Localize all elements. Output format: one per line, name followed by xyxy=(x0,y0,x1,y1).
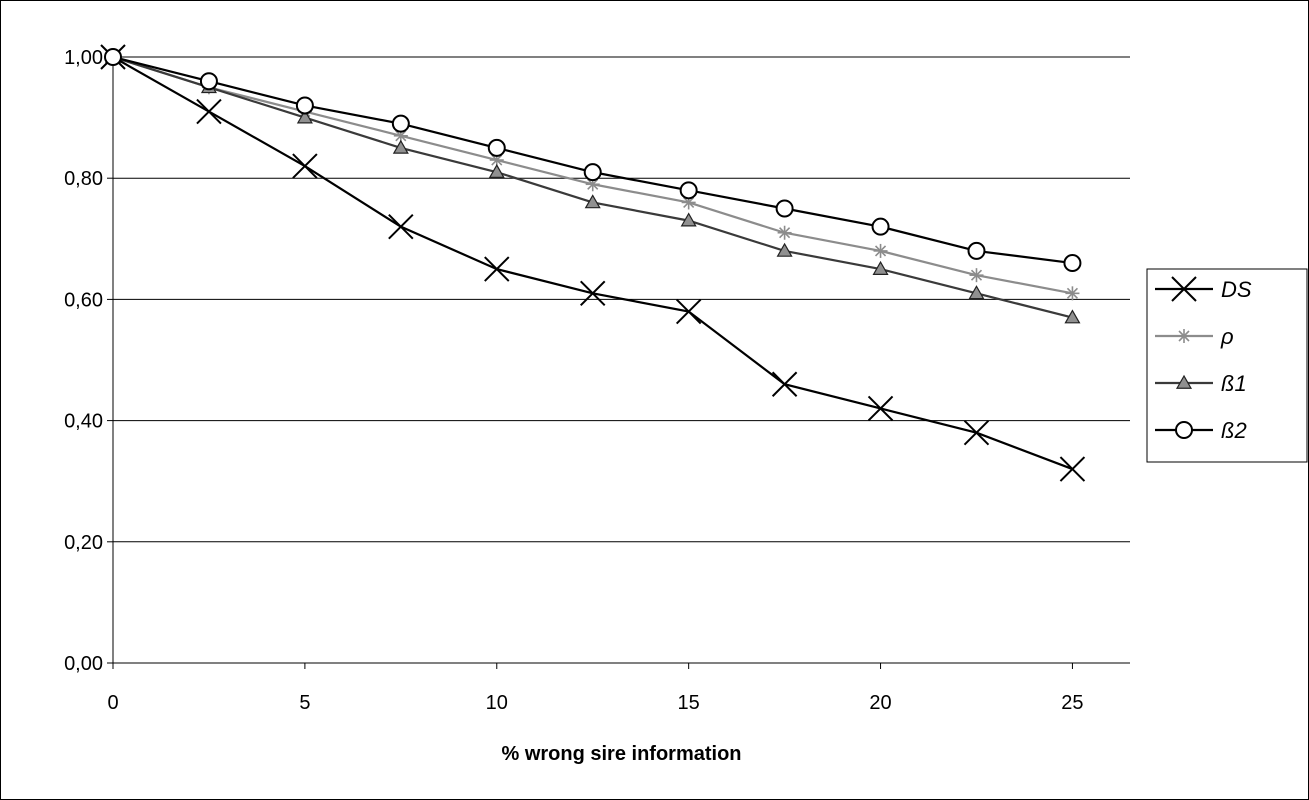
data-point xyxy=(1065,286,1080,301)
x-tick-label: 10 xyxy=(486,692,508,714)
gridlines xyxy=(113,56,1130,543)
data-point xyxy=(388,213,414,240)
data-point xyxy=(776,242,793,257)
legend-item: ρ xyxy=(1155,324,1234,349)
data-point xyxy=(584,194,601,209)
series-3 xyxy=(104,48,1082,273)
legend-label: ρ xyxy=(1220,324,1234,349)
data-point xyxy=(963,420,990,446)
data-point xyxy=(583,163,602,182)
legend: DS ρ ß1 ß2 xyxy=(1146,268,1308,463)
legend-item: DS xyxy=(1155,276,1252,302)
legend-marker xyxy=(1171,276,1197,302)
legend-marker xyxy=(1177,329,1191,343)
x-tick-label: 15 xyxy=(678,692,700,714)
data-point xyxy=(771,371,798,397)
data-point xyxy=(199,72,218,91)
y-tick-label: 0,80 xyxy=(64,168,103,190)
data-point xyxy=(391,114,410,133)
data-point xyxy=(675,298,702,325)
x-tick-label: 5 xyxy=(299,692,310,714)
data-point xyxy=(679,181,698,200)
data-point xyxy=(1059,456,1086,482)
data-point xyxy=(777,225,792,240)
data-point xyxy=(585,177,600,192)
legend-label: ß2 xyxy=(1221,418,1247,443)
x-axis-title: % wrong sire information xyxy=(501,743,741,765)
data-point xyxy=(867,395,894,422)
data-point xyxy=(488,163,505,178)
legend-marker xyxy=(1175,421,1193,439)
data-point xyxy=(487,138,506,157)
series-line xyxy=(112,55,1073,265)
data-point xyxy=(775,199,794,218)
x-tick-label: 20 xyxy=(869,692,891,714)
data-point xyxy=(580,280,606,307)
data-point xyxy=(104,48,122,66)
data-point xyxy=(392,139,409,154)
y-tick-label: 1,00 xyxy=(64,47,103,69)
data-point xyxy=(872,260,889,275)
legend-label: DS xyxy=(1221,277,1252,302)
axes xyxy=(112,57,1130,664)
y-tick-label: 0,20 xyxy=(64,532,103,554)
data-point xyxy=(292,153,318,179)
legend-item: ß2 xyxy=(1155,418,1247,443)
x-tick-label: 25 xyxy=(1061,692,1083,714)
legend-item: ß1 xyxy=(1155,371,1247,396)
data-point xyxy=(967,241,986,260)
series-layer xyxy=(100,44,1086,482)
y-axis-ticks: 0,00 0,20 0,40 0,60 0,80 1,00 xyxy=(64,47,113,675)
data-point xyxy=(484,256,510,282)
data-point xyxy=(1064,309,1081,324)
data-point xyxy=(1063,254,1082,273)
y-tick-label: 0,00 xyxy=(64,653,103,675)
data-point xyxy=(295,96,314,115)
x-tick-label: 0 xyxy=(107,692,118,714)
data-point xyxy=(680,212,697,227)
data-point xyxy=(871,217,890,236)
y-tick-label: 0,60 xyxy=(64,289,103,311)
y-tick-label: 0,40 xyxy=(64,411,103,433)
data-point xyxy=(969,268,984,283)
legend-label: ß1 xyxy=(1221,371,1247,396)
legend-marker xyxy=(1175,374,1193,389)
data-point xyxy=(873,243,888,258)
data-point xyxy=(968,285,985,300)
data-point xyxy=(296,109,313,124)
data-point xyxy=(196,98,222,125)
series-0 xyxy=(100,44,1086,482)
x-axis-ticks: 0 5 10 15 20 25 xyxy=(107,663,1084,714)
